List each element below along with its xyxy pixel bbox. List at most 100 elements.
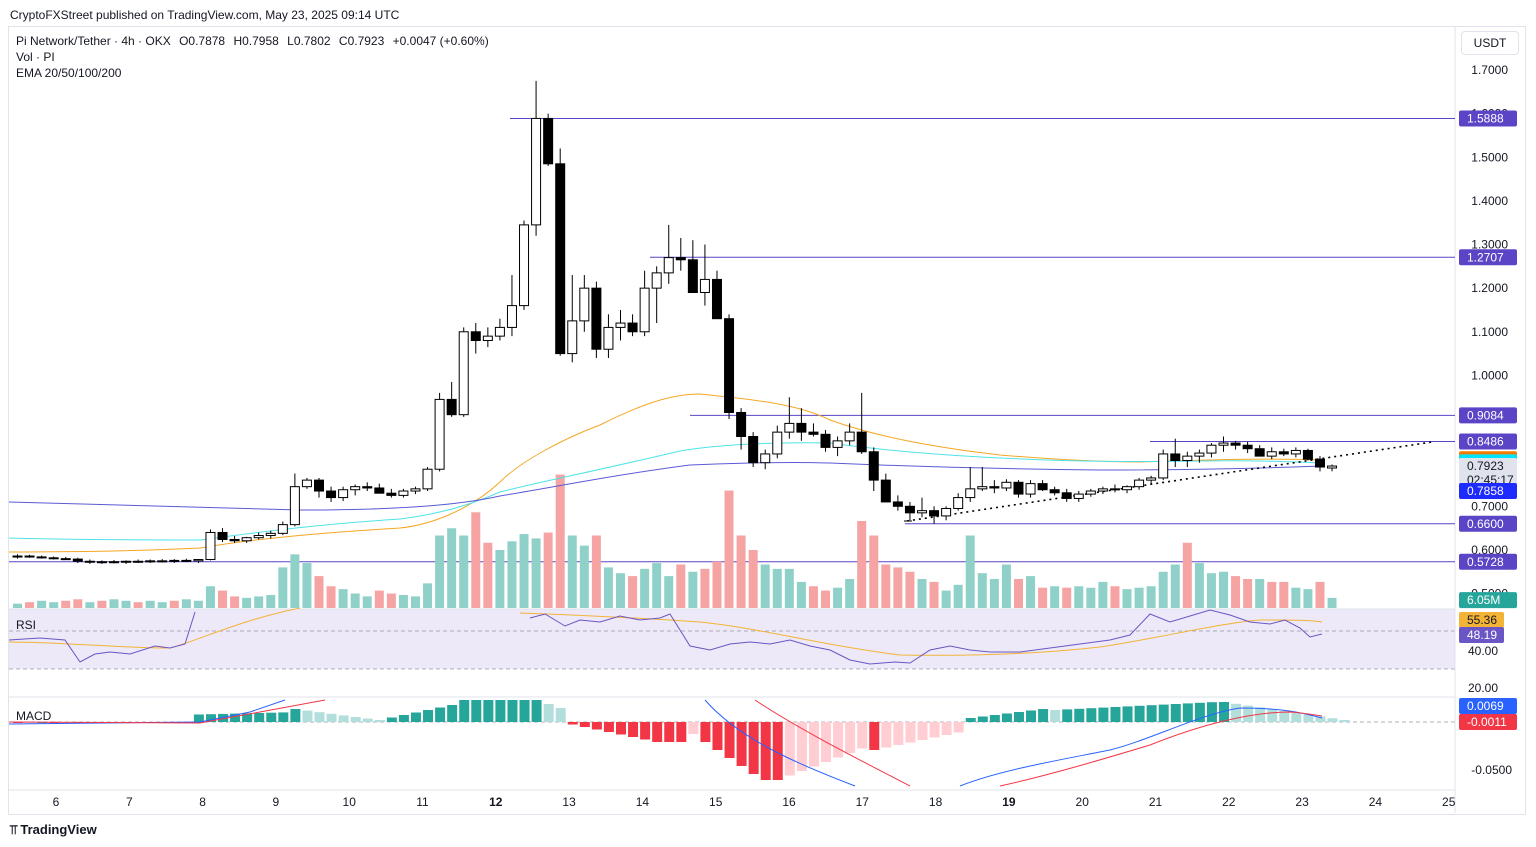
- symbol-label[interactable]: Pi Network/Tether · 4h · OKX: [16, 34, 171, 48]
- macd-histogram-bar: [266, 712, 277, 722]
- candle: [929, 510, 940, 517]
- currency-selector[interactable]: USDT: [1461, 31, 1519, 55]
- candle: [844, 431, 855, 442]
- candle: [699, 278, 710, 294]
- rsi-value-box[interactable]: [1459, 612, 1504, 628]
- volume-bar: [145, 600, 155, 608]
- candle: [121, 560, 132, 563]
- volume-bar: [1086, 587, 1096, 608]
- volume-bar: [652, 563, 662, 608]
- candle: [639, 287, 650, 333]
- volume-bar: [314, 576, 324, 608]
- open-value: O0.7878: [179, 34, 226, 48]
- candle: [760, 453, 771, 464]
- price-label-box[interactable]: [1459, 483, 1517, 500]
- chart-frame: [8, 26, 1526, 815]
- candle: [84, 560, 95, 563]
- volume-bar: [736, 535, 746, 608]
- candle: [736, 411, 747, 437]
- candle: [72, 558, 83, 562]
- volume-bar: [49, 602, 59, 608]
- price-label-box[interactable]: [1459, 110, 1517, 127]
- price-label-box[interactable]: [1459, 249, 1517, 266]
- price-label-box[interactable]: [1459, 515, 1517, 532]
- candle: [482, 335, 493, 342]
- candle: [169, 559, 180, 562]
- volume-bar: [989, 579, 999, 608]
- candle: [422, 468, 433, 490]
- ema-50-line: [8, 442, 1323, 541]
- macd-histogram-bar: [1255, 707, 1266, 722]
- candle: [265, 532, 276, 537]
- volume-bar: [869, 535, 879, 608]
- macd-histogram-bar: [941, 722, 952, 735]
- candle: [326, 490, 337, 499]
- macd-value-box[interactable]: [1459, 714, 1517, 730]
- macd-histogram-bar: [495, 700, 506, 722]
- candle: [24, 555, 35, 558]
- candle: [410, 488, 421, 492]
- volume-bar: [1206, 573, 1216, 608]
- volume-bar: [157, 602, 167, 608]
- candle: [48, 557, 59, 560]
- macd-histogram-bar: [1315, 716, 1326, 722]
- macd-histogram-bar: [519, 700, 530, 722]
- macd-value-box[interactable]: [1459, 698, 1517, 714]
- price-label-box[interactable]: [1459, 458, 1517, 475]
- volume-bar: [1158, 571, 1168, 608]
- rsi-label[interactable]: RSI: [16, 618, 37, 632]
- price-label-text: 0.8486: [1467, 434, 1504, 448]
- macd-histogram-bar: [784, 722, 795, 776]
- time-tick-label: 15: [709, 795, 723, 809]
- price-label-box[interactable]: [1459, 553, 1517, 570]
- macd-histogram-bar: [1279, 711, 1290, 722]
- price-label-box[interactable]: [1459, 592, 1517, 609]
- rsi-value-text: 55.36: [1467, 613, 1497, 627]
- macd-label[interactable]: MACD: [16, 709, 52, 723]
- macd-histogram-bar: [205, 714, 216, 722]
- time-tick-label: 17: [856, 795, 870, 809]
- candle: [1146, 477, 1157, 481]
- volume-bar: [423, 583, 433, 608]
- volume-bar: [1026, 576, 1036, 608]
- macd-histogram-bar: [640, 722, 651, 740]
- candle: [977, 486, 988, 490]
- volume-bar: [133, 602, 143, 608]
- macd-histogram-bar: [1170, 704, 1181, 722]
- price-tick-label: 1.1000: [1471, 325, 1508, 339]
- macd-histogram-bar: [531, 700, 542, 722]
- rsi-value-box[interactable]: [1459, 627, 1504, 643]
- volume-bar: [37, 600, 47, 608]
- volume-bar: [13, 603, 22, 608]
- volume-bar: [61, 600, 71, 608]
- volume-bar: [628, 576, 638, 608]
- macd-histogram-bar: [230, 713, 241, 722]
- price-label-box[interactable]: [1459, 433, 1517, 450]
- price-label-box[interactable]: [1459, 407, 1517, 424]
- candle: [651, 272, 662, 289]
- ema-legend[interactable]: EMA 20/50/100/200: [16, 66, 122, 80]
- volume-bar: [302, 563, 312, 608]
- price-tick-label: 1.3000: [1471, 238, 1508, 252]
- macd-histogram-bar: [435, 707, 446, 722]
- candle: [193, 559, 204, 562]
- macd-histogram-bar: [591, 722, 602, 730]
- volume-bar: [350, 593, 360, 608]
- price-label-text: 0.5728: [1467, 555, 1504, 569]
- candle: [1266, 451, 1277, 457]
- volume-bar: [97, 600, 107, 608]
- tradingview-logo[interactable]: ⫪ TradingView: [10, 822, 97, 838]
- candle: [603, 326, 614, 350]
- macd-histogram-bar: [1110, 707, 1121, 722]
- macd-histogram-bar: [1158, 704, 1169, 722]
- candle: [398, 490, 409, 496]
- volume-legend[interactable]: Vol · PI: [16, 50, 55, 64]
- volume-bar: [929, 581, 939, 608]
- candle: [989, 486, 1000, 489]
- time-tick-label: 22: [1222, 795, 1236, 809]
- time-tick-label: 25: [1442, 795, 1456, 809]
- publisher-line: CryptoFXStreet published on TradingView.…: [10, 8, 400, 22]
- candle: [205, 531, 216, 561]
- candle: [1061, 492, 1072, 499]
